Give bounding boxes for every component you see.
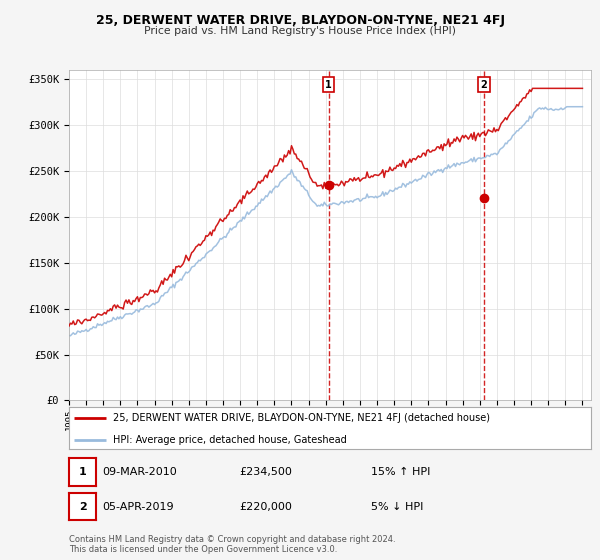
Text: 25, DERWENT WATER DRIVE, BLAYDON-ON-TYNE, NE21 4FJ: 25, DERWENT WATER DRIVE, BLAYDON-ON-TYNE… <box>95 14 505 27</box>
Text: Price paid vs. HM Land Registry's House Price Index (HPI): Price paid vs. HM Land Registry's House … <box>144 26 456 36</box>
Text: 1: 1 <box>79 467 86 477</box>
Text: HPI: Average price, detached house, Gateshead: HPI: Average price, detached house, Gate… <box>113 435 347 445</box>
Text: 15% ↑ HPI: 15% ↑ HPI <box>371 467 430 477</box>
Text: 1: 1 <box>325 80 332 90</box>
Text: £234,500: £234,500 <box>239 467 292 477</box>
Text: 09-MAR-2010: 09-MAR-2010 <box>102 467 177 477</box>
Text: 2: 2 <box>481 80 487 90</box>
Text: £220,000: £220,000 <box>239 502 292 511</box>
Text: Contains HM Land Registry data © Crown copyright and database right 2024.
This d: Contains HM Land Registry data © Crown c… <box>69 535 395 554</box>
Text: 5% ↓ HPI: 5% ↓ HPI <box>371 502 424 511</box>
Text: 2: 2 <box>79 502 86 511</box>
Text: 25, DERWENT WATER DRIVE, BLAYDON-ON-TYNE, NE21 4FJ (detached house): 25, DERWENT WATER DRIVE, BLAYDON-ON-TYNE… <box>113 413 490 423</box>
Text: 05-APR-2019: 05-APR-2019 <box>102 502 173 511</box>
